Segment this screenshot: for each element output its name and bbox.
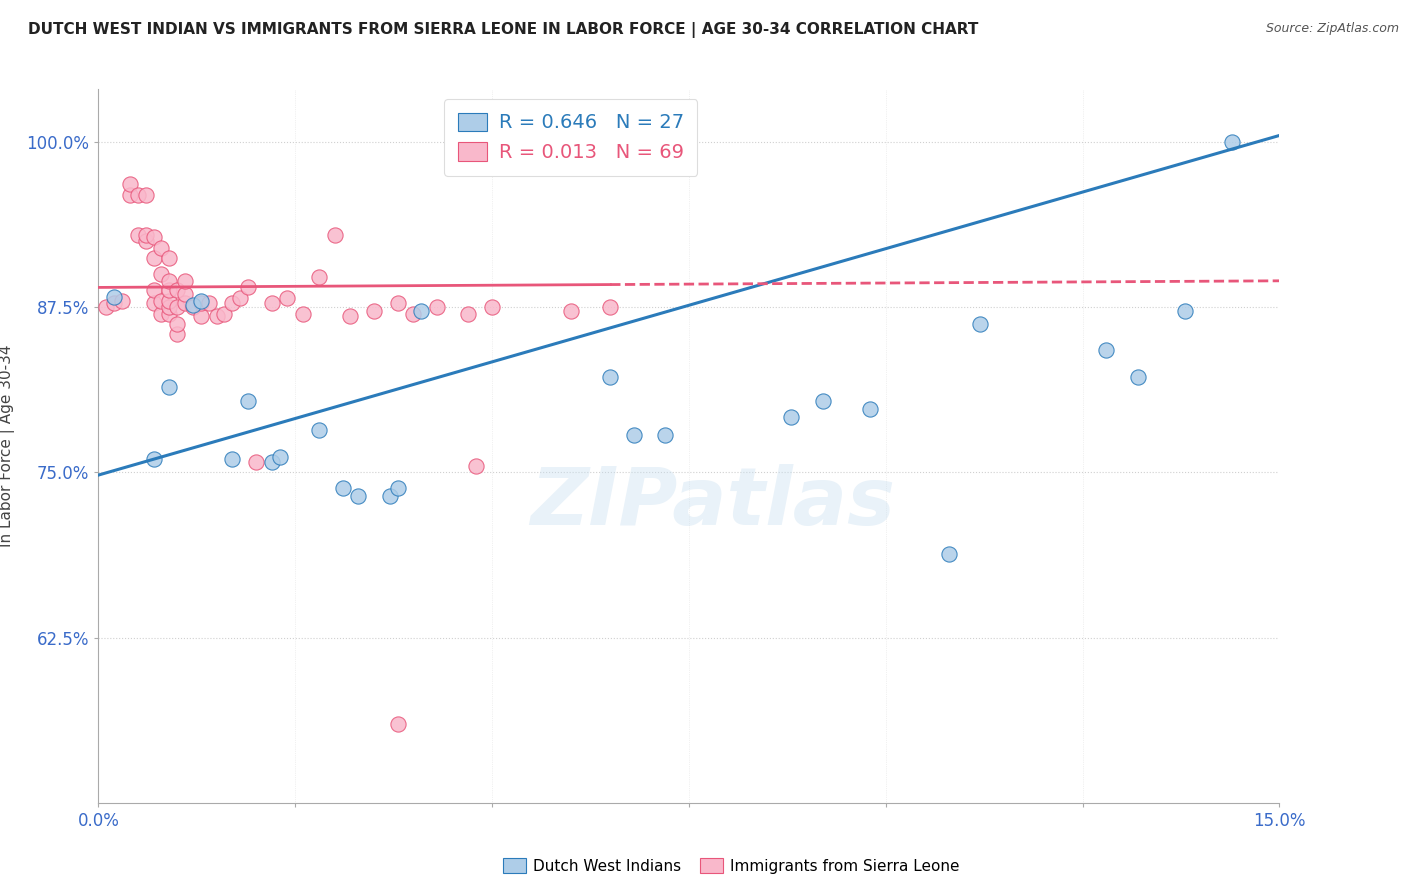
Point [323,227,346,242]
Text: ZIPatlas: ZIPatlas [530,464,896,542]
Point [560,304,582,318]
Point [276,291,298,305]
Point [387,481,409,495]
Point [157,293,180,308]
Point [623,428,645,442]
Point [150,267,173,281]
Point [103,290,125,304]
Point [205,310,228,324]
Point [229,291,252,305]
Point [166,283,188,297]
Point [308,269,330,284]
Point [245,455,267,469]
Point [157,283,180,297]
Point [190,293,212,308]
Point [780,409,803,424]
Point [387,716,409,731]
Point [118,188,141,202]
Point [103,296,125,310]
Point [599,300,621,314]
Point [363,304,385,318]
Point [157,300,180,314]
Point [142,283,165,297]
Point [378,489,401,503]
Point [269,450,291,464]
Point [142,296,165,310]
Point [339,310,361,324]
Point [654,428,676,442]
Point [260,296,283,310]
Text: Source: ZipAtlas.com: Source: ZipAtlas.com [1265,22,1399,36]
Point [859,402,882,417]
Point [181,300,204,314]
Point [190,296,212,310]
Point [214,307,236,321]
Point [1095,343,1118,357]
Point [1220,135,1243,149]
Point [1126,370,1149,384]
Point [166,318,188,332]
Point [969,318,991,332]
Point [157,379,180,393]
Point [142,252,165,266]
Point [1174,304,1197,318]
Y-axis label: In Labor Force | Age 30-34: In Labor Force | Age 30-34 [0,344,15,548]
Point [135,188,157,202]
Legend: Dutch West Indians, Immigrants from Sierra Leone: Dutch West Indians, Immigrants from Sier… [496,852,966,880]
Point [387,296,409,310]
Point [457,307,479,321]
Legend: R = 0.646   N = 27, R = 0.013   N = 69: R = 0.646 N = 27, R = 0.013 N = 69 [444,99,697,176]
Point [260,455,283,469]
Point [465,458,488,473]
Point [135,234,157,248]
Point [190,310,212,324]
Point [481,300,503,314]
Point [411,304,433,318]
Point [142,452,165,467]
Point [142,230,165,244]
Text: DUTCH WEST INDIAN VS IMMIGRANTS FROM SIERRA LEONE IN LABOR FORCE | AGE 30-34 COR: DUTCH WEST INDIAN VS IMMIGRANTS FROM SIE… [28,22,979,38]
Point [174,274,197,288]
Point [197,296,219,310]
Point [111,293,134,308]
Point [938,547,960,561]
Point [127,227,149,242]
Point [236,394,259,409]
Point [96,300,118,314]
Point [166,326,188,341]
Point [174,296,197,310]
Point [347,489,370,503]
Point [402,307,425,321]
Point [332,481,354,495]
Point [308,423,330,437]
Point [236,280,259,294]
Point [157,307,180,321]
Point [292,307,315,321]
Point [426,300,449,314]
Point [150,293,173,308]
Point [174,287,197,301]
Point [118,178,141,192]
Point [181,297,204,311]
Point [221,452,243,467]
Point [221,296,243,310]
Point [135,227,157,242]
Point [127,188,149,202]
Point [150,307,173,321]
Point [150,241,173,255]
Point [811,394,834,409]
Point [599,370,621,384]
Point [157,274,180,288]
Point [166,300,188,314]
Point [157,252,180,266]
